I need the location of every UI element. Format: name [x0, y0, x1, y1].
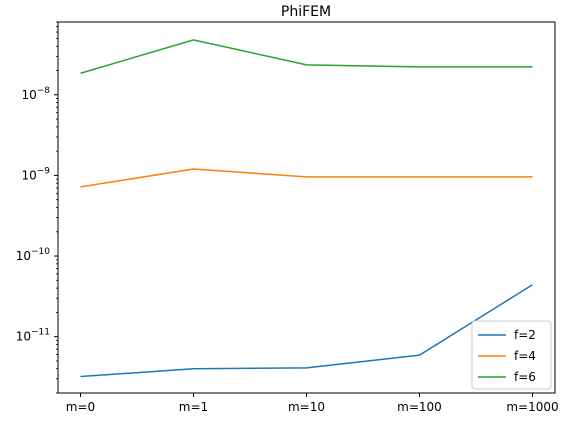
legend-label: f=2: [514, 328, 536, 342]
y-tick-label: 10−10: [16, 247, 51, 263]
y-tick-label: 10−11: [16, 328, 50, 344]
legend: f=2 f=4 f=6: [471, 320, 552, 390]
x-tick-label: m=1000: [506, 400, 558, 414]
chart-title: PhiFEM: [281, 4, 331, 20]
series-line-f=4: [80, 168, 533, 188]
plot-frame: [57, 21, 556, 394]
legend-label: f=6: [514, 370, 536, 384]
legend-label: f=4: [514, 349, 536, 363]
series-line-f=2: [80, 284, 533, 378]
x-tick-label: m=10: [288, 400, 325, 414]
y-tick-label: 10−8: [21, 86, 50, 102]
series-line-f=6: [80, 39, 533, 74]
x-tick-label: m=1: [179, 400, 208, 414]
x-tick-label: m=0: [66, 400, 95, 414]
x-tick-label: m=100: [397, 400, 442, 414]
y-tick-label: 10−9: [21, 166, 50, 182]
legend-box: [471, 320, 552, 390]
